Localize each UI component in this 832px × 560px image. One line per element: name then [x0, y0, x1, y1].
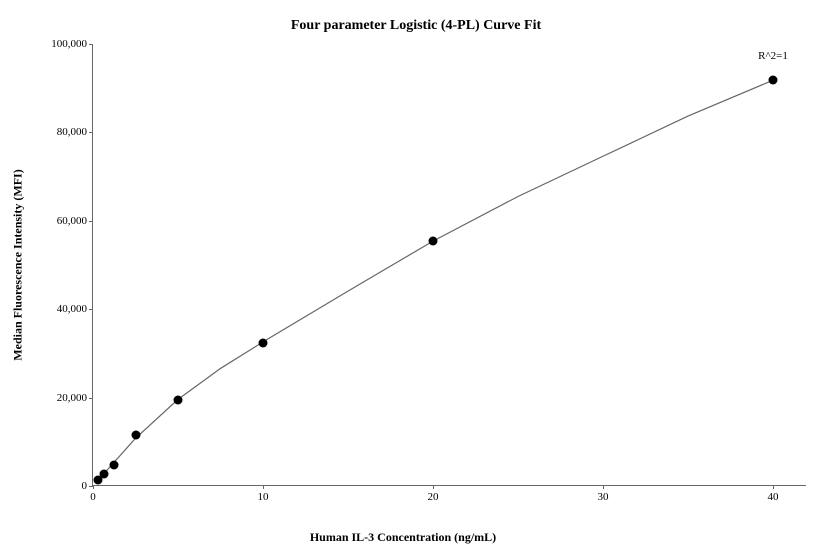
plot-area: 020,00040,00060,00080,000100,00001020304… [92, 44, 806, 486]
chart-title: Four parameter Logistic (4-PL) Curve Fit [0, 18, 832, 34]
r-squared-annotation: R^2=1 [758, 50, 788, 62]
y-tick-mark [89, 398, 93, 399]
x-tick-mark [773, 485, 774, 489]
y-tick-label: 60,000 [57, 215, 93, 227]
x-tick-mark [433, 485, 434, 489]
y-tick-label: 80,000 [57, 126, 93, 138]
data-point [429, 236, 438, 245]
y-tick-label: 40,000 [57, 303, 93, 315]
data-point [769, 76, 778, 85]
x-axis-label: Human IL-3 Concentration (ng/mL) [0, 530, 714, 545]
fit-curve [93, 44, 807, 486]
y-tick-mark [89, 44, 93, 45]
x-tick-mark [93, 485, 94, 489]
data-point [110, 460, 119, 469]
y-tick-label: 100,000 [51, 38, 93, 50]
y-tick-mark [89, 309, 93, 310]
y-tick-label: 20,000 [57, 392, 93, 404]
data-point [259, 339, 268, 348]
data-point [174, 395, 183, 404]
data-point [131, 431, 140, 440]
y-tick-mark [89, 221, 93, 222]
x-tick-mark [263, 485, 264, 489]
x-tick-mark [603, 485, 604, 489]
fit-curve-path [96, 80, 773, 482]
y-axis-label: Median Fluorescence Intensity (MFI) [11, 169, 26, 360]
chart-container: Four parameter Logistic (4-PL) Curve Fit… [0, 0, 832, 560]
y-tick-mark [89, 132, 93, 133]
data-point [99, 470, 108, 479]
